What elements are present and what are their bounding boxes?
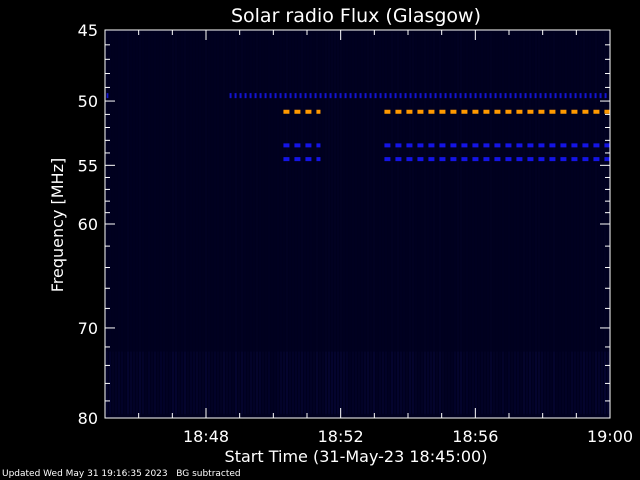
spectrogram-texture	[105, 30, 610, 418]
y-tick-label: 45	[78, 21, 98, 40]
updated-timestamp: Updated Wed May 31 19:16:35 2023	[2, 469, 168, 479]
x-tick-label: 19:00	[587, 427, 633, 446]
tick-labels: 18:48 18:52 18:56 19:00 45 50 55 60 70 80	[78, 21, 633, 446]
y-tick-label: 60	[78, 215, 98, 234]
x-tick-label: 18:56	[452, 427, 498, 446]
y-tick-label: 70	[78, 319, 98, 338]
y-tick-label: 50	[78, 92, 98, 111]
y-tick-label: 80	[78, 409, 98, 428]
x-tick-label: 18:48	[183, 427, 229, 446]
axis-ticks	[104, 29, 611, 419]
x-tick-label: 18:52	[318, 427, 364, 446]
emission-bands	[105, 93, 610, 162]
chart-title: Solar radio Flux (Glasgow)	[231, 5, 481, 27]
y-tick-label: 55	[78, 156, 98, 175]
y-axis-label: Frequency [MHz]	[48, 158, 67, 292]
status-footer: Updated Wed May 31 19:16:35 2023 BG subt…	[2, 469, 241, 479]
bg-note: BG subtracted	[176, 469, 241, 479]
x-axis-label: Start Time (31-May-23 18:45:00)	[225, 447, 488, 466]
plot-background	[105, 30, 610, 418]
